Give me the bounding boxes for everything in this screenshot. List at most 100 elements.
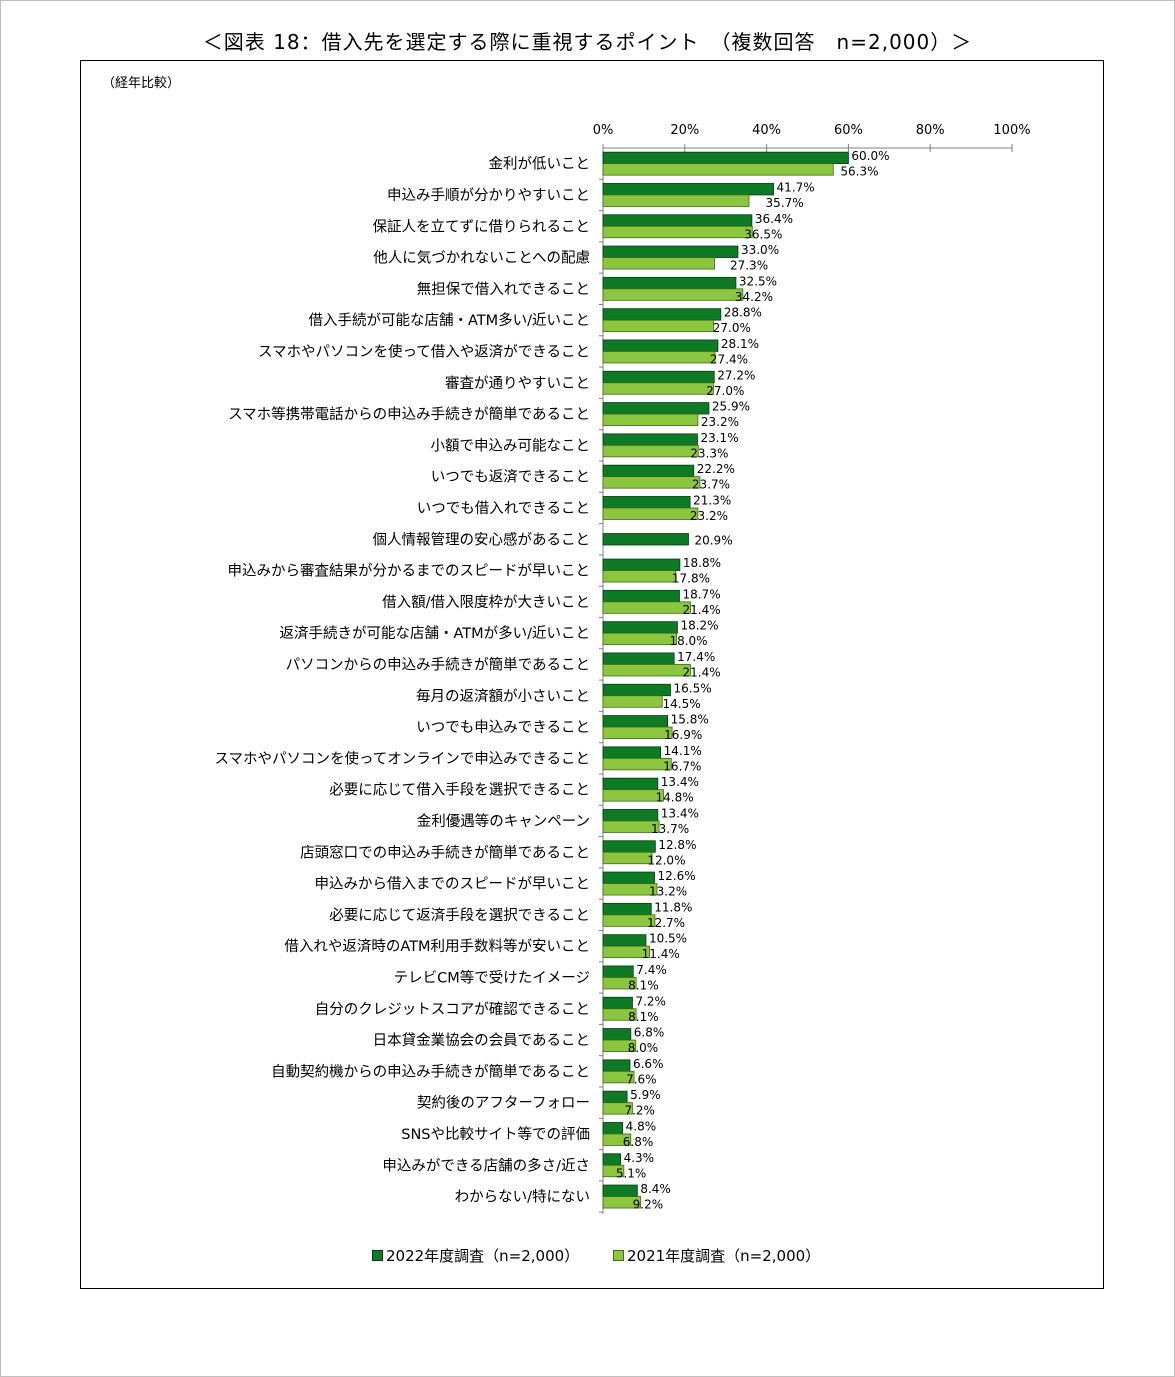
bar-2022 [602,1153,621,1166]
category-label: 契約後のアフターフォロー [417,1095,590,1112]
bar-2021 [602,257,716,270]
value-label-2021: 27.4% [710,352,748,366]
bar-2021 [602,945,651,959]
bar-2022 [602,183,774,196]
category-label: 金利優遇等のキャンペーン [417,812,590,830]
chart-subtitle: （経年比較） [102,76,181,91]
bar-2021 [602,820,660,833]
value-label-2022: 60.0% [851,149,889,163]
bar-2022 [602,652,675,665]
value-label-2022: 20.9% [694,533,732,547]
bar-2021 [602,444,699,458]
category-label: 店頭窓口での申込み手続きが簡単であること [300,843,590,861]
bar-2022 [602,370,715,384]
bar-2021 [602,726,673,739]
category-label: 申込み手順が分かりやすいこと [387,187,590,204]
value-label-2021: 16.9% [664,728,702,742]
bar-2022 [602,589,680,603]
bar-2022 [602,1184,638,1197]
bar-2021 [602,632,678,646]
bar-2022 [602,558,681,571]
bar-2022 [602,245,739,258]
category-label: いつでも借入れできること [417,500,590,517]
bar-2022 [602,339,719,352]
value-label-2022: 28.8% [724,306,762,320]
legend-label-2022: 2022年度調査（n=2,000） [386,1247,580,1265]
value-label-2021: 8.1% [628,1010,659,1024]
bar-2022 [602,496,691,509]
value-label-2022: 25.9% [712,400,750,414]
bar-2022 [602,464,695,478]
value-label-2021: 6.8% [623,1135,654,1149]
bar-2021 [602,351,716,364]
value-label-2021: 9.2% [633,1198,664,1212]
category-label: スマホやパソコンを使ってオンラインで申込みできること [214,750,590,767]
category-label: 返済手続きが可能な店舗・ATMが多い/近いこと [279,625,590,642]
bar-2021 [602,695,663,708]
chart-frame [80,60,1104,1289]
value-label-2021: 13.7% [651,822,689,836]
value-label-2022: 18.2% [680,619,718,633]
value-label-2022: 14.1% [664,744,702,758]
value-label-2021: 36.5% [744,227,782,241]
bar-2021 [602,194,750,207]
bar-2021 [602,789,664,802]
category-label: 日本貸金業協会の会員であること [373,1032,590,1049]
value-label-2021: 27.0% [706,384,744,398]
bar-2021 [602,883,658,896]
value-label-2021: 11.4% [642,947,680,961]
bar-2022 [602,777,659,791]
category-label: SNSや比較サイト等での評価 [401,1125,590,1143]
bar-2021 [602,601,691,614]
value-label-2021: 21.4% [683,603,721,617]
bar-2021 [602,1039,637,1052]
value-label-2022: 22.2% [697,462,735,476]
value-label-2021: 21.4% [683,665,721,679]
bar-2021 [602,1196,642,1209]
bar-2021 [602,1102,633,1115]
category-label: 必要に応じて返済手段を選択できること [329,907,590,924]
category-label: 申込みから審査結果が分かるまでのスピードが早いこと [228,563,591,580]
category-label: 自分のクレジットスコアが確認できること [315,1001,590,1018]
value-label-2022: 13.4% [661,775,699,789]
bar-2022 [602,902,652,916]
bar-2022 [602,402,710,415]
value-label-2021: 35.7% [766,196,804,210]
value-label-2022: 7.4% [636,963,667,977]
value-label-2021: 56.3% [840,165,878,179]
bar-2021 [602,1133,632,1146]
value-label-2021: 14.8% [656,791,694,805]
value-label-2021: 14.5% [662,697,700,711]
x-tick-label: 20% [670,123,699,138]
bar-2022 [602,621,678,634]
bar-2022 [602,433,698,446]
bar-2022 [602,934,647,947]
value-label-2021: 12.0% [647,853,685,867]
legend-item-2021: 2021年度調査（n=2,000） [613,1245,820,1266]
value-label-2022: 18.8% [683,556,721,570]
value-label-2021: 8.1% [628,978,659,992]
value-label-2022: 17.4% [677,650,715,664]
category-label: 借入手続が可能な店舗・ATM多い/近いこと [308,312,590,329]
bar-2021 [602,507,699,520]
bar-2021 [602,977,637,990]
category-label: パソコンからの申込み手続きが簡単であること [286,656,590,673]
bar-2021 [602,851,653,865]
bar-2022 [602,308,722,321]
value-label-2022: 27.2% [717,368,755,382]
bar-2022 [602,809,659,822]
figure-title: ＜図表 18：借入先を選定する際に重視するポイント （複数回答 n=2,000）… [202,30,973,54]
chart-legend: 2022年度調査（n=2,000） 2021年度調査（n=2,000） [0,1245,1175,1269]
category-label: いつでも返済できること [431,469,590,486]
value-label-2021: 27.0% [713,321,751,335]
category-label: 毎月の返済額が小さいこと [416,688,590,705]
category-label: 申込みができる店舗の多さ/近さ [382,1157,590,1174]
category-label: 必要に応じて借入手段を選択できること [329,782,590,799]
x-tick-label: 0% [593,123,614,138]
bar-2022 [602,871,655,884]
value-label-2021: 5.1% [616,1166,647,1180]
value-label-2021: 27.3% [730,259,768,273]
value-label-2021: 7.2% [624,1104,655,1118]
category-label: 個人情報管理の安心感があること [373,531,591,548]
